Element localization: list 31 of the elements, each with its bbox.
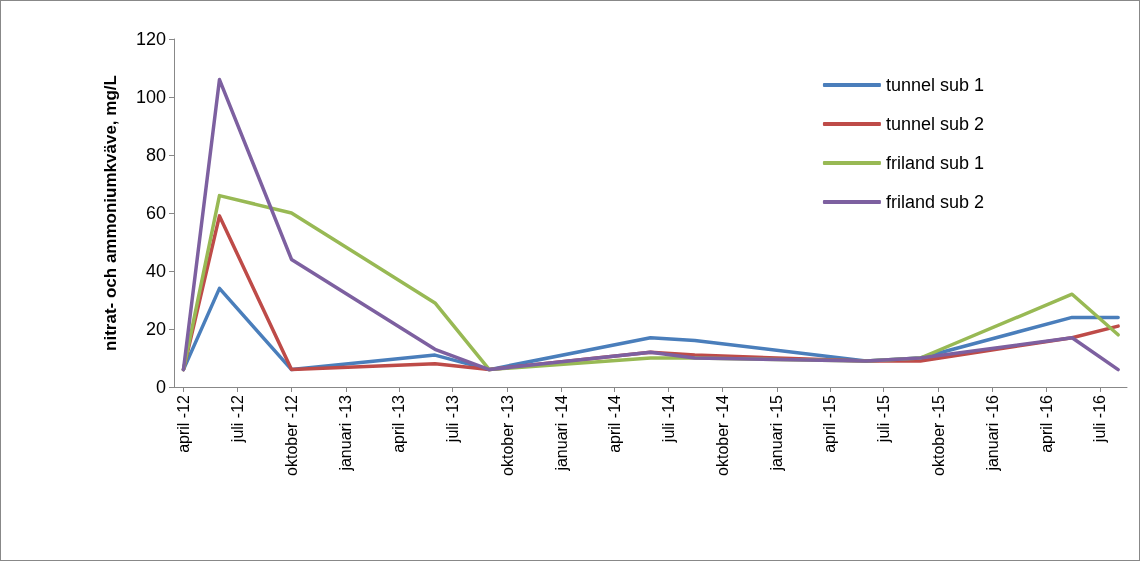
y-axis-title: nitrat- och ammoniumkväve, mg/L [101, 75, 120, 351]
x-tick-label: april -16 [1037, 394, 1055, 453]
x-tick-label: januari -14 [552, 394, 570, 472]
legend-label: friland sub 1 [885, 153, 984, 173]
x-tick-label: oktober -12 [283, 394, 300, 476]
legend-label: friland sub 2 [885, 192, 984, 212]
x-tick-label: oktober -14 [714, 394, 732, 476]
y-tick-label: 40 [145, 261, 166, 281]
x-tick-label: januari -16 [983, 394, 1001, 472]
x-tick-label: april -12 [174, 394, 192, 453]
x-tick-label: juli -12 [228, 394, 246, 444]
x-tick-label: oktober -15 [929, 394, 947, 476]
x-tick-label: april -13 [390, 394, 408, 453]
y-tick-label: 120 [135, 29, 166, 49]
x-tick-label: juli -14 [659, 394, 677, 444]
x-tick-label: juli -16 [1091, 394, 1109, 444]
x-tick-label: januari -13 [337, 394, 355, 472]
legend-label: tunnel sub 1 [885, 75, 984, 95]
y-tick-label: 60 [145, 203, 166, 223]
x-tick-label: oktober -13 [498, 394, 516, 476]
y-tick-label: 20 [145, 319, 166, 339]
y-tick-label: 80 [145, 145, 166, 165]
legend-label: tunnel sub 2 [885, 114, 984, 134]
x-tick-label: april -14 [605, 394, 623, 453]
line-series [181, 77, 1120, 372]
x-tick-label: januari -15 [768, 394, 786, 472]
x-tick-label: juli -15 [875, 394, 893, 444]
x-tick-label: juli -13 [444, 394, 462, 444]
x-tick-label: april -15 [821, 394, 839, 453]
y-tick-label: 0 [155, 377, 166, 397]
y-tick-label: 100 [135, 87, 166, 107]
